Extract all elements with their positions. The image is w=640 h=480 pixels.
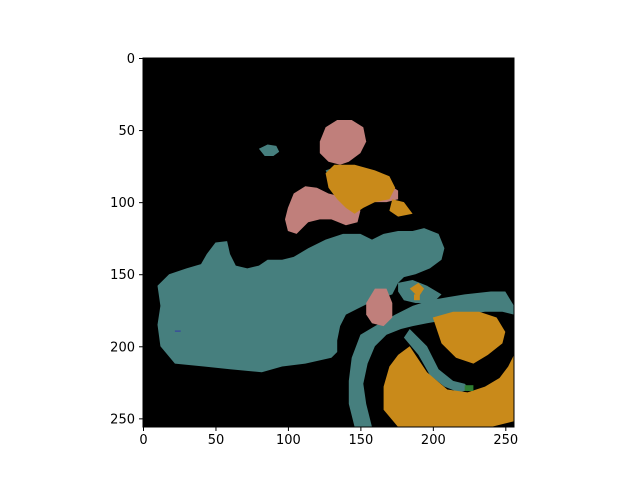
region-teal-1 bbox=[348, 291, 514, 427]
region-pink-6 bbox=[319, 120, 367, 165]
x-tick-label-0: 0 bbox=[139, 433, 147, 448]
region-teal-4 bbox=[258, 144, 280, 156]
region-orange-13 bbox=[383, 346, 514, 427]
region-green-17 bbox=[464, 385, 474, 391]
region-orange-16 bbox=[414, 294, 420, 301]
region-pink-9 bbox=[366, 288, 393, 327]
y-tick-label-5: 250 bbox=[110, 412, 135, 427]
x-tick-label-2: 100 bbox=[276, 433, 301, 448]
y-axis: 0 50 100 150 200 250 bbox=[110, 52, 143, 427]
x-axis: 0 50 100 150 200 250 bbox=[139, 427, 518, 448]
region-orange-12 bbox=[389, 199, 413, 217]
y-tick-label-0: 0 bbox=[127, 52, 135, 67]
x-tick-label-1: 50 bbox=[208, 433, 225, 448]
region-teal-2 bbox=[403, 329, 471, 393]
region-orange-15 bbox=[409, 282, 425, 298]
segmentation-layer bbox=[157, 120, 514, 427]
region-orange-14 bbox=[432, 311, 506, 364]
region-orange-11 bbox=[325, 164, 396, 214]
y-tick-label-4: 200 bbox=[110, 340, 135, 355]
y-tick-label-2: 100 bbox=[110, 196, 135, 211]
y-tick-label-1: 50 bbox=[118, 124, 135, 139]
x-tick-label-4: 200 bbox=[421, 433, 446, 448]
plot-frame bbox=[142, 57, 515, 428]
region-teal-0 bbox=[157, 228, 445, 373]
x-tick-label-3: 150 bbox=[348, 433, 373, 448]
x-tick-label-5: 250 bbox=[493, 433, 518, 448]
region-blue-18 bbox=[174, 330, 181, 332]
y-tick-label-3: 150 bbox=[110, 268, 135, 283]
